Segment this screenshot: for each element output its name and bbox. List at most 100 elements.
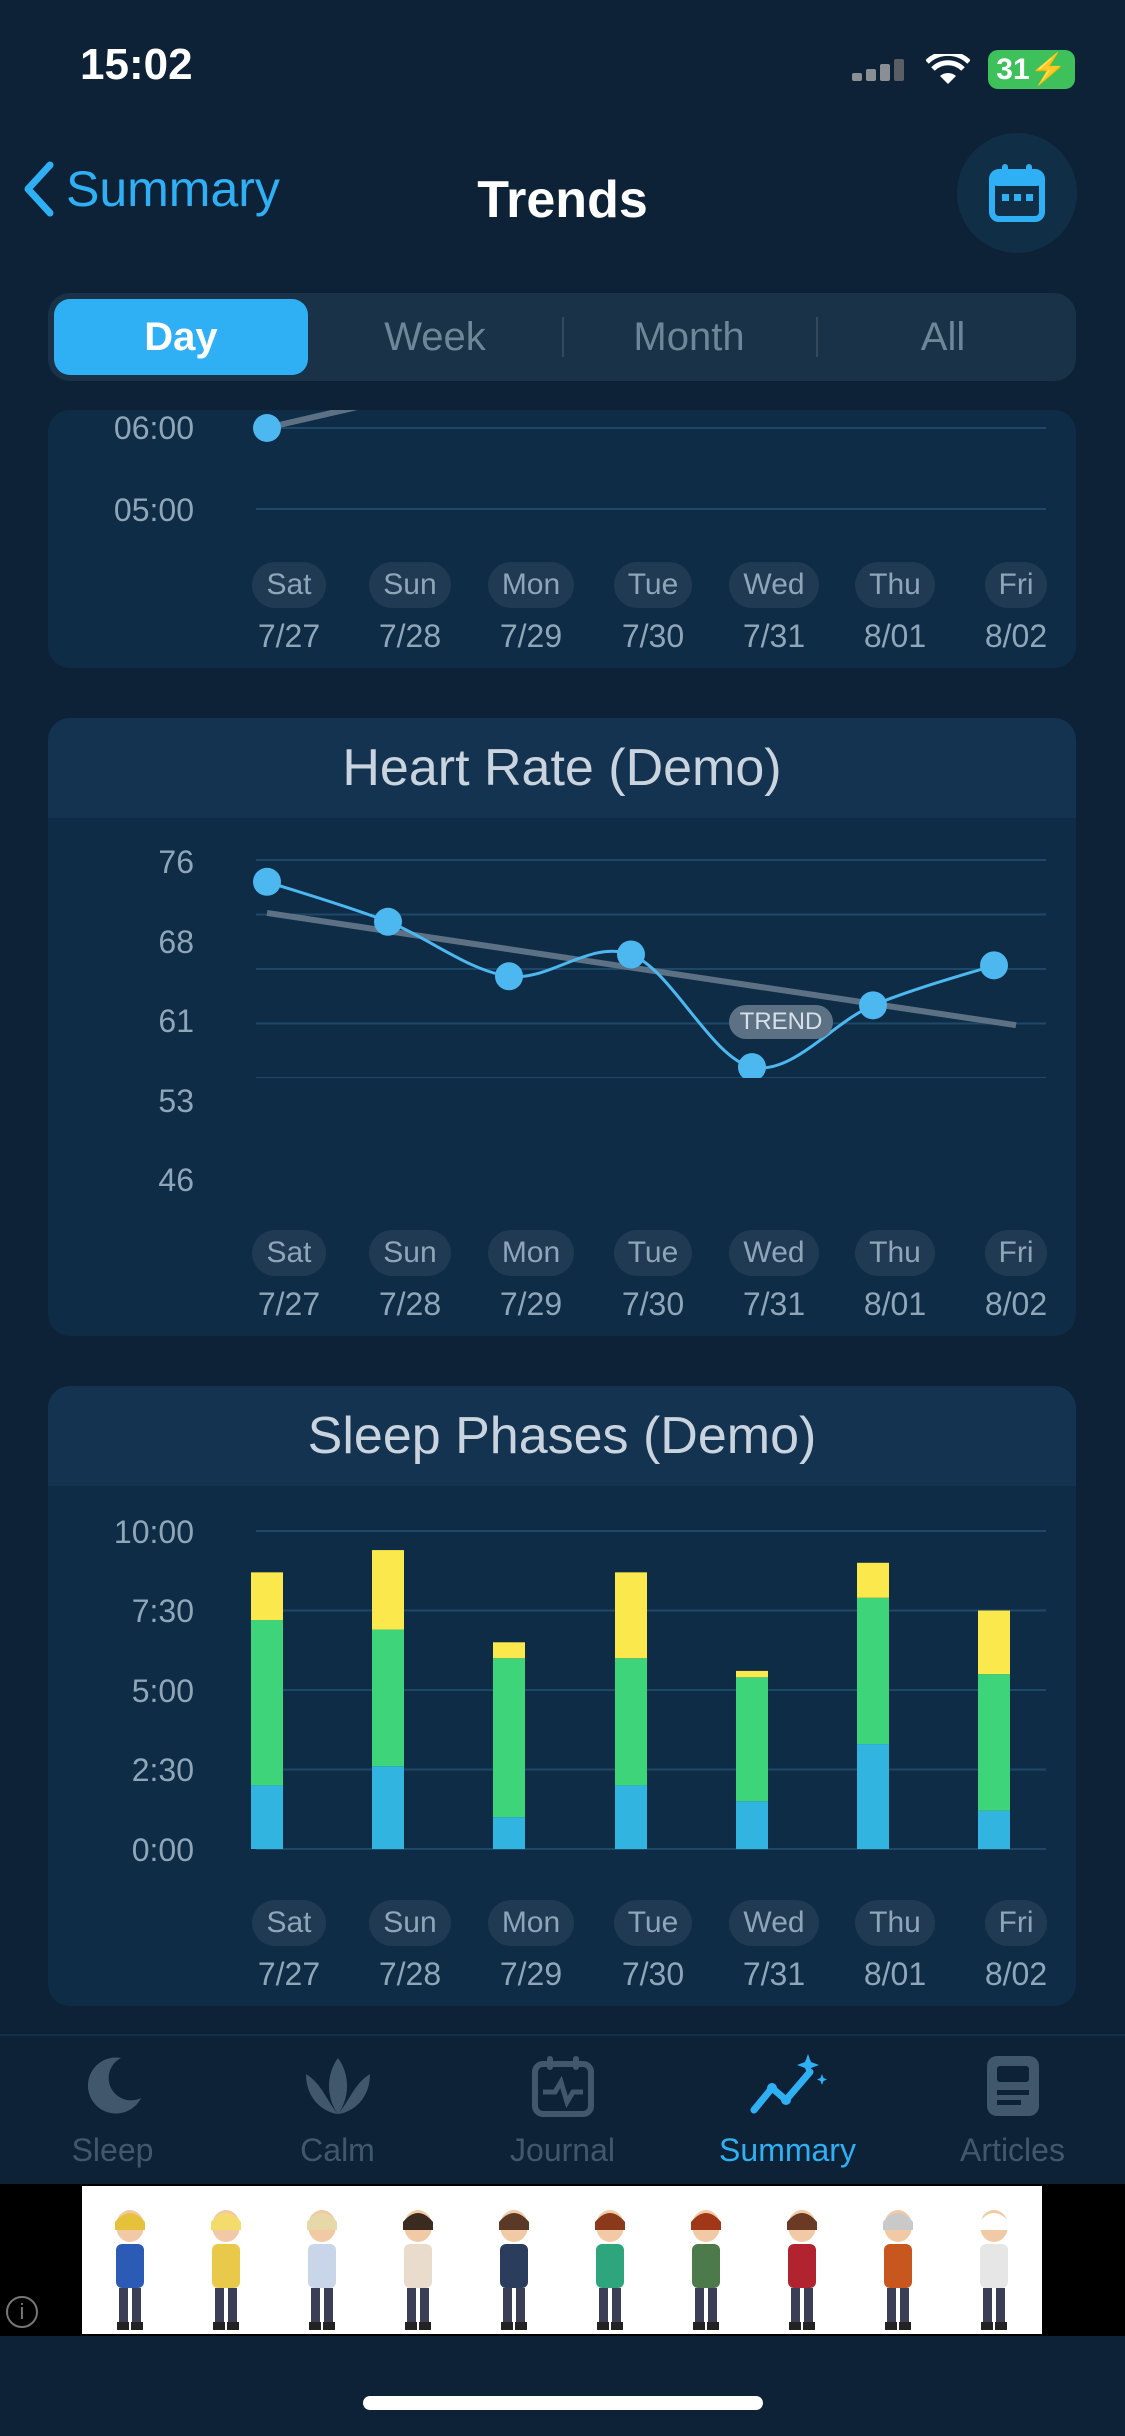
day-axis: Sat 7/27 Sun 7/28 Mon 7/29 Tue 7/30 Wed 7/31 … xyxy=(48,1900,1076,2000)
journal-icon xyxy=(531,2055,594,2117)
period-segmented-control: Day Week Month All xyxy=(48,293,1076,381)
sleep-phases-card: Sleep Phases (Demo) 10:00 7:30 5:00 2:30… xyxy=(48,1386,1076,2006)
tab-articles[interactable]: Articles xyxy=(900,2036,1125,2186)
day-label: Fri 8/02 xyxy=(971,1900,1061,1993)
heart-rate-point xyxy=(374,907,402,936)
ad-character xyxy=(971,2204,1017,2334)
heart-rate-title: Heart Rate (Demo) xyxy=(48,718,1076,818)
sleep-phase-bar xyxy=(736,1801,768,1849)
day-axis: Sat 7/27 Sun 7/28 Mon 7/29 Tue 7/30 Wed 7/31 … xyxy=(48,1230,1076,1330)
sleep-phase-bar xyxy=(978,1810,1010,1849)
day-label: Tue 7/30 xyxy=(608,1900,698,1993)
ad-character xyxy=(683,2204,729,2334)
home-indicator xyxy=(363,2396,763,2410)
sleep-phase-bar xyxy=(493,1642,525,1659)
day-label: Mon 7/29 xyxy=(486,562,576,655)
heart-rate-point xyxy=(253,867,281,896)
heart-rate-line xyxy=(266,880,995,1070)
sleep-phase-bar xyxy=(372,1766,404,1849)
heart-rate-point xyxy=(495,962,523,991)
articles-icon xyxy=(986,2055,1039,2116)
tab-sleep[interactable]: Sleep xyxy=(0,2036,225,2186)
y-label: 68 xyxy=(158,924,194,960)
sleep-phase-bar xyxy=(493,1817,525,1849)
day-label: Sat 7/27 xyxy=(244,1900,334,1993)
day-label: Wed 7/31 xyxy=(729,1900,819,1993)
tab-label: Journal xyxy=(510,2131,615,2168)
sleep-phase-bar xyxy=(372,1550,404,1630)
sleep-phase-bar xyxy=(493,1658,525,1818)
tab-label: Sleep xyxy=(71,2131,154,2168)
tab-label: Calm xyxy=(300,2131,375,2168)
day-label: Tue 7/30 xyxy=(608,562,698,655)
y-label: 06:00 xyxy=(113,410,194,446)
y-label: 53 xyxy=(158,1083,194,1119)
day-label: Thu 8/01 xyxy=(850,1230,940,1323)
ad-character xyxy=(875,2204,921,2334)
day-label: Sat 7/27 xyxy=(244,1230,334,1323)
sleep-phase-bar xyxy=(615,1785,647,1849)
ad-image[interactable] xyxy=(82,2186,1042,2334)
bedtime-chart xyxy=(253,410,1046,510)
y-label: 05:00 xyxy=(113,492,194,528)
segment-month[interactable]: Month xyxy=(562,299,816,375)
ad-character xyxy=(299,2204,345,2334)
day-label: Wed 7/31 xyxy=(729,1230,819,1323)
day-axis: Sat 7/27 Sun 7/28 Mon 7/29 Tue 7/30 Wed 7/31 … xyxy=(48,562,1076,662)
battery-level: 31 xyxy=(996,53,1030,86)
sleep-phase-bar xyxy=(251,1620,283,1786)
sleep-phase-bar xyxy=(978,1610,1010,1675)
tab-summary[interactable]: Summary xyxy=(675,2036,900,2186)
chevron-left-icon xyxy=(24,161,54,217)
day-label: Thu 8/01 xyxy=(850,562,940,655)
ad-character xyxy=(107,2204,153,2334)
tab-label: Articles xyxy=(960,2131,1065,2168)
tab-bar: Sleep Calm Journal Summary xyxy=(0,2034,1125,2186)
sleep-phase-bar xyxy=(372,1629,404,1767)
bedtime-chart-card: 06:00 05:00 Sat 7/27 Sun 7/28 Mon 7/29 Tue 7… xyxy=(48,410,1076,668)
status-icons: 31⚡ xyxy=(852,50,1075,89)
heart-rate-point xyxy=(617,940,645,969)
ad-character xyxy=(587,2204,633,2334)
sleep-phase-bar xyxy=(615,1572,647,1659)
sleep-phase-bar xyxy=(615,1658,647,1786)
day-label: Sun 7/28 xyxy=(365,1230,455,1323)
heart-rate-point xyxy=(738,1053,766,1078)
ad-character xyxy=(203,2204,249,2334)
tab-calm[interactable]: Calm xyxy=(225,2036,450,2186)
heart-rate-chart xyxy=(253,859,1046,1078)
heart-rate-card: Heart Rate (Demo) 76 68 61 53 46 TREND S… xyxy=(48,718,1076,1336)
day-label: Mon 7/29 xyxy=(486,1900,576,1993)
day-label: Tue 7/30 xyxy=(608,1230,698,1323)
moon-icon xyxy=(87,2057,141,2114)
ad-character xyxy=(395,2204,441,2334)
ad-character xyxy=(779,2204,825,2334)
heart-rate-point xyxy=(980,951,1008,980)
day-label: Fri 8/02 xyxy=(971,1230,1061,1323)
y-label: 5:00 xyxy=(131,1673,194,1709)
day-label: Sat 7/27 xyxy=(244,562,334,655)
status-time: 15:02 xyxy=(80,40,193,89)
calendar-button[interactable] xyxy=(957,133,1077,253)
day-label: Mon 7/29 xyxy=(486,1230,576,1323)
ad-character xyxy=(491,2204,537,2334)
y-label: 0:00 xyxy=(131,1832,194,1868)
segment-all[interactable]: All xyxy=(816,299,1070,375)
back-button[interactable]: Summary xyxy=(22,160,280,218)
segment-day[interactable]: Day xyxy=(54,299,308,375)
ad-info-icon[interactable]: i xyxy=(6,2296,38,2328)
sleep-phase-bar xyxy=(736,1677,768,1802)
y-label: 76 xyxy=(158,844,194,880)
y-label: 7:30 xyxy=(131,1593,194,1629)
wifi-icon xyxy=(926,53,971,84)
day-label: Wed 7/31 xyxy=(729,562,819,655)
back-label: Summary xyxy=(66,161,280,217)
trend-icon xyxy=(750,2053,827,2113)
segment-week[interactable]: Week xyxy=(384,314,486,359)
calendar-icon xyxy=(989,164,1045,222)
y-label: 46 xyxy=(158,1162,194,1198)
day-label: Sun 7/28 xyxy=(365,1900,455,1993)
sleep-phases-title: Sleep Phases (Demo) xyxy=(48,1386,1076,1486)
sleep-phase-bar xyxy=(251,1572,283,1621)
tab-journal[interactable]: Journal xyxy=(450,2036,675,2186)
